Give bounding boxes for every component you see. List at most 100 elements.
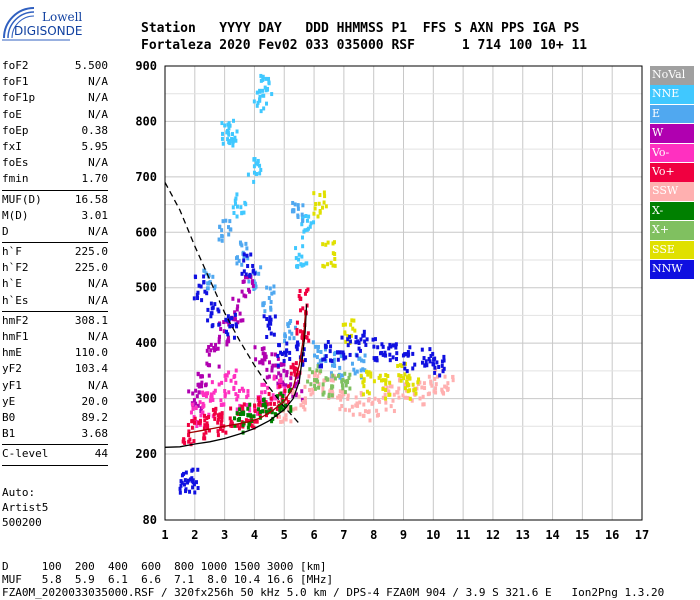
data-point bbox=[442, 366, 446, 371]
data-point bbox=[216, 417, 220, 422]
param-value: 3.68 bbox=[81, 427, 109, 441]
param-key: fmin bbox=[2, 172, 29, 186]
data-point bbox=[246, 256, 250, 261]
data-point bbox=[202, 426, 206, 431]
data-point bbox=[249, 252, 253, 257]
data-point bbox=[264, 404, 268, 409]
data-point bbox=[321, 386, 325, 391]
data-point bbox=[232, 210, 236, 215]
data-point bbox=[204, 430, 208, 435]
data-point bbox=[277, 414, 281, 419]
param-row: yE 20.0 bbox=[2, 394, 108, 410]
data-point bbox=[403, 382, 407, 387]
data-point bbox=[248, 289, 252, 294]
data-point bbox=[236, 304, 240, 309]
data-point bbox=[346, 393, 350, 398]
data-point bbox=[194, 406, 198, 411]
param-row: fmin 1.70 bbox=[2, 171, 108, 187]
data-point bbox=[358, 400, 362, 405]
data-point bbox=[196, 382, 200, 387]
data-point bbox=[296, 342, 300, 347]
data-point bbox=[244, 418, 248, 423]
data-point bbox=[403, 386, 407, 391]
data-point bbox=[202, 413, 206, 418]
data-point bbox=[362, 413, 366, 418]
data-point bbox=[423, 386, 427, 391]
data-point bbox=[206, 391, 210, 396]
data-point bbox=[329, 378, 333, 383]
y-tick-label: 600 bbox=[135, 225, 157, 239]
data-point bbox=[388, 380, 392, 385]
param-key: foEp bbox=[2, 123, 29, 137]
data-point bbox=[220, 121, 224, 126]
param-key: foF1p bbox=[2, 91, 36, 105]
data-point bbox=[270, 352, 274, 357]
data-point bbox=[442, 358, 446, 363]
param-key: h`E bbox=[2, 277, 22, 291]
data-point bbox=[323, 194, 327, 199]
x-tick-label: 1 bbox=[161, 528, 168, 542]
data-point bbox=[224, 329, 228, 334]
data-point bbox=[214, 342, 218, 347]
data-point bbox=[311, 387, 315, 392]
data-point bbox=[207, 373, 211, 378]
data-point bbox=[437, 364, 441, 369]
data-point bbox=[405, 380, 409, 385]
data-point bbox=[233, 423, 237, 428]
data-point bbox=[220, 228, 224, 233]
data-point bbox=[239, 412, 243, 417]
data-point bbox=[242, 269, 246, 274]
param-value: N/A bbox=[88, 107, 108, 121]
data-point bbox=[285, 373, 289, 378]
data-point bbox=[265, 334, 269, 339]
data-point bbox=[363, 409, 367, 414]
data-point bbox=[418, 396, 422, 401]
param-row: hmF2 308.1 bbox=[2, 313, 108, 329]
data-point bbox=[233, 317, 237, 322]
data-point bbox=[371, 337, 375, 342]
data-point bbox=[235, 411, 239, 416]
data-point bbox=[307, 338, 311, 343]
data-point bbox=[377, 375, 381, 380]
data-point bbox=[289, 365, 293, 370]
data-point bbox=[246, 413, 250, 418]
data-point bbox=[390, 384, 394, 389]
data-point bbox=[297, 252, 301, 257]
data-point bbox=[197, 390, 201, 395]
data-point bbox=[202, 274, 206, 279]
data-point bbox=[388, 352, 392, 357]
data-point bbox=[399, 374, 403, 379]
data-point bbox=[224, 377, 228, 382]
data-point bbox=[321, 263, 325, 268]
data-point bbox=[321, 382, 325, 387]
data-point bbox=[196, 296, 200, 301]
param-key: yE bbox=[2, 394, 16, 408]
data-point bbox=[279, 405, 283, 410]
data-point bbox=[252, 287, 256, 292]
data-point bbox=[302, 404, 306, 409]
data-point bbox=[420, 347, 424, 352]
data-point bbox=[289, 371, 293, 376]
data-point bbox=[211, 407, 215, 412]
data-point bbox=[241, 423, 245, 428]
data-point bbox=[386, 374, 390, 379]
data-point bbox=[238, 311, 242, 316]
data-point bbox=[299, 262, 303, 267]
data-point bbox=[217, 322, 221, 327]
data-point bbox=[235, 324, 239, 329]
data-point bbox=[271, 393, 275, 398]
data-point bbox=[244, 241, 248, 246]
logo-line1: Lowell bbox=[42, 10, 83, 24]
data-point bbox=[383, 392, 387, 397]
x-tick-label: 12 bbox=[486, 528, 500, 542]
data-point bbox=[223, 373, 227, 378]
data-point bbox=[230, 137, 234, 142]
data-point bbox=[217, 309, 221, 314]
data-point bbox=[274, 396, 278, 401]
data-point bbox=[303, 291, 307, 296]
data-point bbox=[220, 418, 224, 423]
data-point bbox=[282, 362, 286, 367]
data-point bbox=[284, 413, 288, 418]
data-point bbox=[259, 167, 263, 172]
data-point bbox=[391, 343, 395, 348]
